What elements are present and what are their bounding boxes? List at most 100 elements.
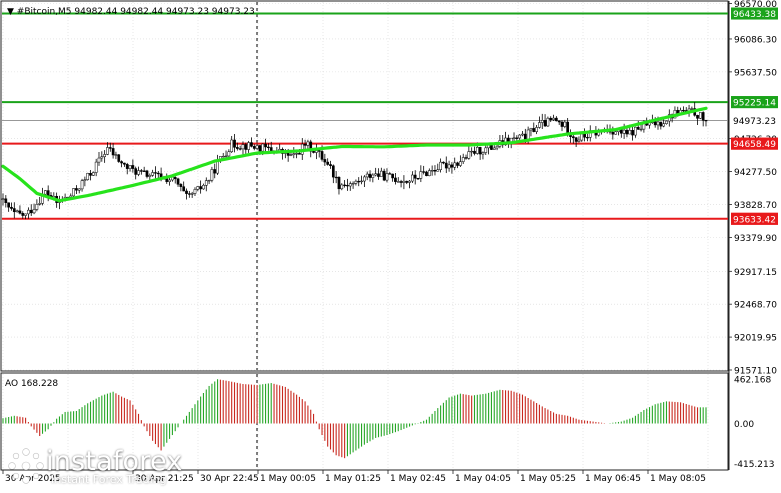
- candle-bear: [267, 146, 270, 149]
- candle-bull: [351, 183, 355, 185]
- candle-bear: [250, 142, 253, 147]
- candle-bear: [187, 193, 191, 195]
- watermark-brand: instaforex: [46, 446, 183, 477]
- candle-bear: [555, 117, 558, 122]
- candle-bear: [108, 147, 112, 149]
- candle-bull: [202, 185, 205, 190]
- candle-bear: [456, 162, 459, 166]
- candle-bear: [478, 147, 482, 155]
- candle-bear: [473, 150, 476, 154]
- candle-bull: [467, 151, 471, 159]
- candle-bear: [29, 209, 33, 214]
- candle-bear: [543, 120, 547, 127]
- candle-bear: [388, 173, 392, 175]
- candle-bear: [75, 188, 78, 191]
- candle-bull: [38, 203, 42, 205]
- candle-bull: [91, 172, 95, 176]
- chart-title: ▼ #Bitcoin,M5 94982.44 94982.44 94973.23…: [7, 7, 255, 17]
- candle-bull: [100, 156, 104, 159]
- time-tick-label: 30 Apr 2025: [5, 474, 61, 484]
- level-label-bg: [731, 212, 778, 225]
- candle-bear: [134, 168, 138, 175]
- candle-bear: [334, 176, 338, 179]
- candle-bull: [639, 128, 643, 131]
- candle-bear: [331, 165, 335, 178]
- candle-bear: [18, 210, 22, 214]
- candle-bear: [145, 170, 149, 177]
- candle-bear: [156, 172, 160, 175]
- candle-bull: [210, 169, 214, 181]
- candle-bull: [86, 172, 90, 180]
- moving-average: [1, 106, 708, 203]
- candle-bear: [139, 170, 143, 172]
- candle-bull: [662, 123, 666, 127]
- candle-bull: [348, 183, 352, 187]
- price-axis: 96570.0096086.3095637.5094726.3094277.50…: [728, 0, 779, 470]
- candle-bear: [368, 173, 372, 178]
- candle-bear: [320, 151, 324, 160]
- candle-bull: [151, 172, 154, 176]
- candle-bear: [701, 112, 705, 121]
- candle-bull: [354, 180, 358, 184]
- candle-bull: [227, 151, 231, 157]
- candle-bull: [699, 112, 702, 119]
- candle-bull: [563, 121, 567, 127]
- candle-bull: [295, 153, 298, 155]
- candle-bull: [103, 154, 106, 157]
- price-tick-label: 96086.30: [734, 35, 777, 45]
- candle-bull: [439, 161, 442, 170]
- candle-bull: [628, 130, 632, 135]
- candle-bull: [656, 121, 660, 126]
- candle-bear: [244, 144, 248, 150]
- candle-bull: [306, 141, 310, 146]
- candle-bull: [535, 127, 538, 132]
- candle-bull: [427, 170, 431, 177]
- price-tick-label: 92468.70: [734, 301, 777, 311]
- ao-tick-label: -415.213: [734, 460, 774, 470]
- candle-bear: [442, 161, 445, 164]
- candle-bear: [142, 170, 146, 172]
- candle-bull: [83, 179, 87, 181]
- current-price-bg: [730, 114, 779, 128]
- candle-bull: [216, 160, 219, 174]
- candle-bear: [343, 184, 346, 186]
- candle-bear: [337, 176, 341, 190]
- candle-bull: [419, 171, 423, 179]
- candle-bear: [619, 129, 623, 134]
- candle-bull: [148, 175, 152, 177]
- candle-bear: [123, 162, 126, 165]
- candle-bear: [444, 162, 448, 169]
- candle-bull: [94, 161, 98, 173]
- candle-bull: [475, 147, 479, 154]
- level-label: 95225.14: [733, 99, 776, 109]
- candle-bear: [515, 137, 519, 139]
- candle-bull: [15, 210, 19, 213]
- time-tick-label: 1 May 01:25: [325, 474, 381, 484]
- grid-lines: [2, 2, 727, 469]
- candle-bull: [552, 117, 555, 120]
- instaforex-logo-icon: [8, 448, 44, 484]
- candle-bear: [252, 146, 256, 149]
- candle-bull: [614, 131, 618, 135]
- price-tick-label: 92019.95: [734, 334, 777, 344]
- candle-bear: [125, 164, 129, 169]
- candle-bull: [396, 181, 400, 183]
- candle-bear: [425, 171, 428, 177]
- candle-bull: [365, 173, 369, 178]
- candle-bear: [235, 147, 239, 149]
- candle-bull: [540, 120, 544, 123]
- current-price-label: 94973.23: [733, 117, 776, 127]
- candle-bear: [631, 130, 634, 136]
- candle-bull: [459, 161, 462, 166]
- candle-bear: [611, 131, 615, 135]
- candle-bull: [168, 179, 171, 182]
- candle-bear: [704, 119, 708, 122]
- chart-panes: [0, 0, 729, 471]
- candle-bear: [571, 136, 575, 138]
- candle-bull: [247, 142, 250, 150]
- candle-bull: [261, 143, 265, 152]
- ao-histogram: [2, 379, 707, 459]
- candle-bear: [21, 213, 25, 216]
